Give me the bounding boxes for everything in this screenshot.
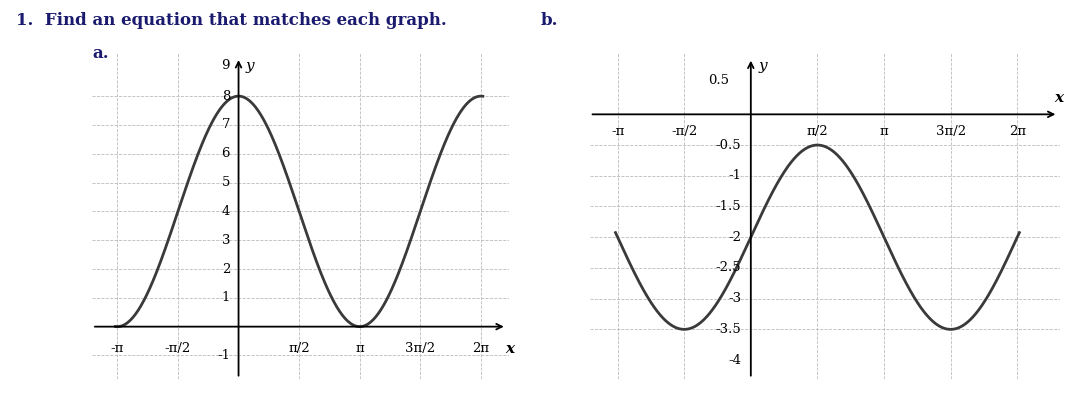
Text: 7: 7 <box>222 118 230 131</box>
Text: 3π/2: 3π/2 <box>406 343 435 355</box>
Text: -π: -π <box>110 343 124 355</box>
Text: 2π: 2π <box>473 343 489 355</box>
Text: b.: b. <box>541 12 558 29</box>
Text: 2π: 2π <box>1008 125 1026 138</box>
Text: -3: -3 <box>728 292 741 305</box>
Text: 0.5: 0.5 <box>709 74 729 87</box>
Text: 5: 5 <box>222 176 230 189</box>
Text: x: x <box>1054 91 1064 105</box>
Text: π/2: π/2 <box>288 343 309 355</box>
Text: 9: 9 <box>222 59 230 72</box>
Text: y: y <box>758 59 767 73</box>
Text: π: π <box>880 125 888 138</box>
Text: y: y <box>246 59 254 73</box>
Text: π: π <box>355 343 364 355</box>
Text: π/2: π/2 <box>806 125 828 138</box>
Text: -1: -1 <box>728 169 741 182</box>
Text: -2.5: -2.5 <box>716 261 741 274</box>
Text: -π/2: -π/2 <box>164 343 192 355</box>
Text: -π: -π <box>611 125 624 138</box>
Text: 3π/2: 3π/2 <box>936 125 966 138</box>
Text: a.: a. <box>92 45 108 62</box>
Text: 6: 6 <box>222 147 230 160</box>
Text: 8: 8 <box>222 90 230 103</box>
Text: -0.5: -0.5 <box>716 138 741 151</box>
Text: -π/2: -π/2 <box>671 125 697 138</box>
Text: -2: -2 <box>728 231 741 244</box>
Text: 3: 3 <box>222 234 230 247</box>
Text: -1.5: -1.5 <box>716 200 741 213</box>
Text: 1: 1 <box>222 291 230 304</box>
Text: -4: -4 <box>728 354 741 367</box>
Text: 4: 4 <box>222 205 230 218</box>
Text: 1.  Find an equation that matches each graph.: 1. Find an equation that matches each gr… <box>16 12 447 29</box>
Text: -1: -1 <box>217 349 230 362</box>
Text: 2: 2 <box>222 263 230 276</box>
Text: x: x <box>505 343 515 357</box>
Text: -3.5: -3.5 <box>715 323 741 336</box>
